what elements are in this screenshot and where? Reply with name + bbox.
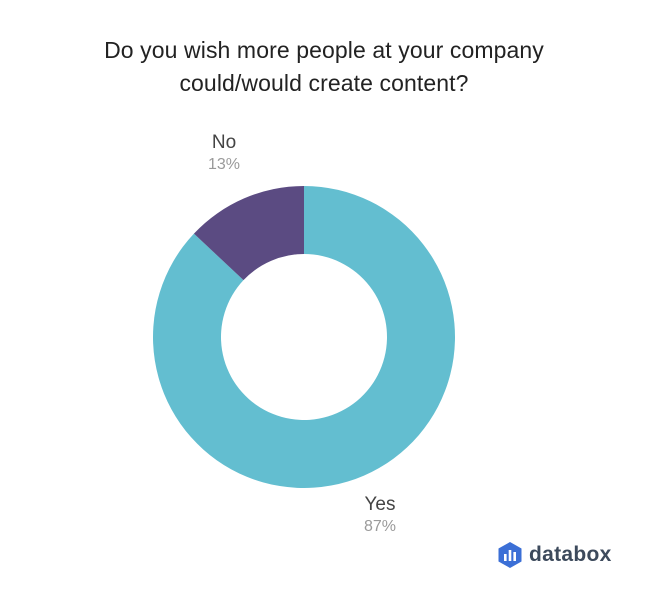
slice-percent-yes: 87% <box>363 518 397 535</box>
databox-logo-icon <box>498 542 522 568</box>
donut-slice-yes <box>153 186 455 488</box>
chart-title-line-1: Do you wish more people at your company <box>104 37 544 63</box>
chart-title: Do you wish more people at your company … <box>0 34 648 100</box>
slice-name-yes: Yes <box>364 494 396 515</box>
donut-slice-no <box>193 186 304 281</box>
brand-name: databox <box>529 543 612 566</box>
databox-brand: databox <box>497 540 612 570</box>
slice-percent-no: 13% <box>207 156 241 173</box>
slice-label-yes: Yes 87% <box>340 494 420 538</box>
slice-label-no: No 13% <box>184 132 264 176</box>
slice-name-no: No <box>211 132 237 153</box>
chart-title-line-2: could/would create content? <box>179 70 469 96</box>
